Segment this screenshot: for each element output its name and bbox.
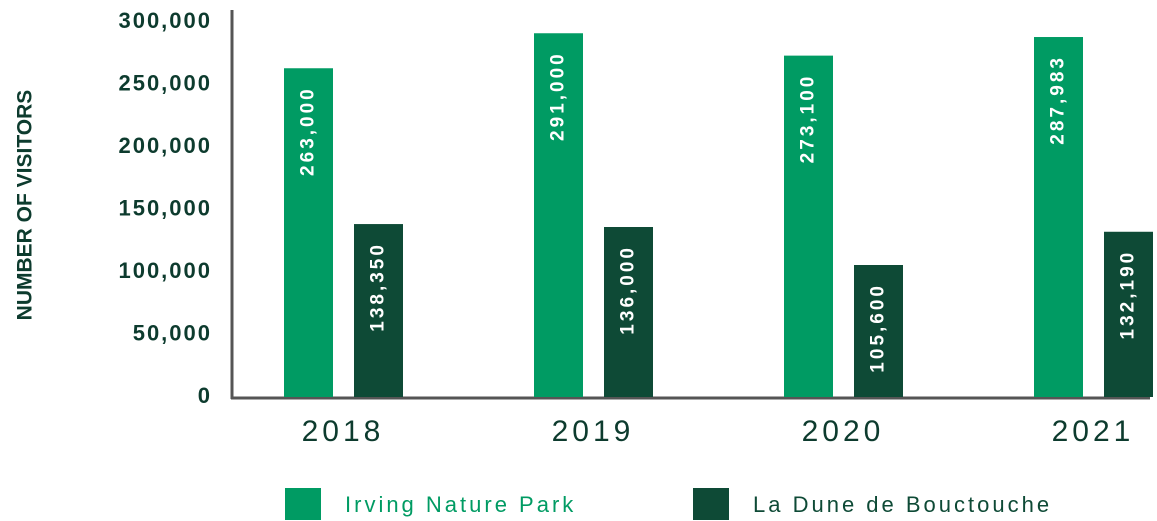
data-label: 105,600	[868, 283, 889, 373]
legend-swatch	[285, 488, 321, 520]
legend-label: La Dune de Bouctouche	[753, 492, 1052, 517]
y-tick-label: 50,000	[133, 320, 212, 345]
y-axis-label: NUMBER OF VISITORS	[14, 90, 37, 321]
bar	[354, 224, 403, 397]
data-label: 273,100	[798, 74, 819, 164]
y-tick-label: 150,000	[118, 195, 212, 220]
bar	[784, 55, 833, 397]
bar	[1104, 231, 1153, 397]
data-label: 136,000	[618, 245, 639, 335]
x-tick-label: 2021	[1052, 415, 1135, 448]
x-tick-label: 2018	[302, 415, 385, 448]
y-tick-label: 300,000	[118, 8, 212, 33]
bar	[854, 265, 903, 397]
x-tick-label: 2019	[552, 415, 635, 448]
y-tick-label: 100,000	[118, 258, 212, 283]
data-label: 132,190	[1118, 250, 1139, 340]
legend-swatch	[693, 488, 729, 520]
y-tick-label: 250,000	[118, 70, 212, 95]
data-label: 287,983	[1048, 55, 1069, 145]
data-label: 291,000	[548, 51, 569, 141]
bar	[534, 33, 583, 397]
bar	[284, 68, 333, 397]
bar	[1034, 37, 1083, 398]
x-tick-label: 2020	[802, 415, 885, 448]
legend-label: Irving Nature Park	[345, 492, 576, 517]
y-tick-label: 0	[198, 383, 212, 408]
data-label: 138,350	[368, 242, 389, 332]
data-label: 263,000	[298, 86, 319, 176]
y-tick-label: 200,000	[118, 133, 212, 158]
bar	[604, 227, 653, 397]
